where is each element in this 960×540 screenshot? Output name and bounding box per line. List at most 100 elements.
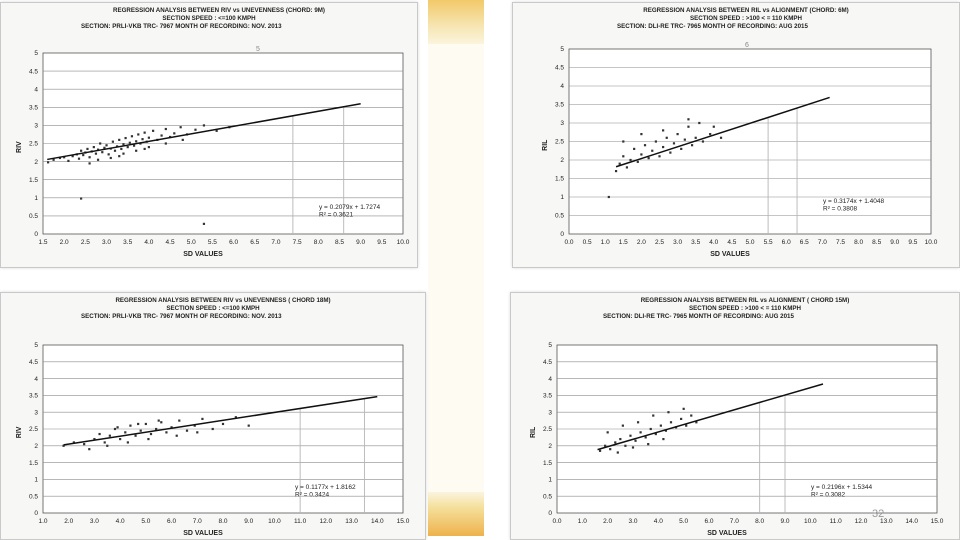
x-tick-label: 7.0 bbox=[730, 518, 739, 525]
data-point bbox=[683, 138, 686, 141]
y-axis-label: RIV bbox=[16, 141, 23, 153]
data-point bbox=[616, 451, 619, 454]
y-tick-label: 3.5 bbox=[543, 393, 552, 400]
data-point bbox=[46, 161, 50, 164]
data-point bbox=[137, 422, 140, 426]
data-point bbox=[624, 444, 627, 447]
chart-section: SECTION: PRLI-VKB TRC- 7967 MONTH OF REC… bbox=[81, 313, 282, 320]
data-point bbox=[105, 144, 108, 147]
y-tick-label: 2 bbox=[34, 159, 38, 166]
data-point bbox=[606, 431, 609, 434]
data-point bbox=[165, 431, 168, 434]
x-tick-label: 13.0 bbox=[880, 518, 893, 525]
x-tick-label: 3.0 bbox=[102, 239, 111, 246]
data-point bbox=[662, 129, 665, 132]
data-point bbox=[640, 133, 643, 136]
data-point bbox=[96, 158, 100, 161]
data-point bbox=[667, 411, 670, 414]
data-point bbox=[134, 434, 137, 437]
data-point bbox=[201, 417, 204, 421]
data-point bbox=[649, 427, 652, 431]
data-point bbox=[664, 429, 668, 432]
x-tick-label: 4.5 bbox=[727, 239, 736, 246]
chart-section: SECTION: DLI-RE TRC- 7965 MONTH OF RECOR… bbox=[617, 23, 808, 30]
x-tick-label: 5.5 bbox=[208, 239, 217, 246]
data-point bbox=[137, 133, 140, 136]
data-point bbox=[202, 124, 206, 127]
x-tick-label: 1.0 bbox=[578, 518, 587, 525]
data-point bbox=[665, 136, 668, 139]
x-tick-label: 3.0 bbox=[628, 518, 637, 525]
x-tick-label: 5.0 bbox=[187, 239, 196, 246]
data-point bbox=[202, 222, 206, 225]
data-point bbox=[86, 147, 89, 151]
x-tick-label: 7.0 bbox=[818, 239, 827, 246]
x-tick-label: 8.0 bbox=[755, 518, 764, 525]
scatter-plot: 0 0.5 1 1.5 2 2.5 3 3.5 4 4.5 5 1.0 2.0 3.0 4.0 5.0 6.0 7… bbox=[16, 342, 410, 537]
scatter-plot: 0 0.5 1 1.5 2 2.5 3 3.5 4 4.5 5 0.0 0.5 1.0 1.5 2.0 2.5 3… bbox=[542, 42, 938, 258]
x-tick-label: 1.0 bbox=[38, 518, 47, 525]
y-tick-label: 4 bbox=[34, 86, 38, 93]
y-tick-label: 1.5 bbox=[555, 176, 564, 183]
scatter-plot: 0 0.5 1 1.5 2 2.5 3 3.5 4 4.5 5 1.5 2.0 2.5 3.0 3.5 4.0 4… bbox=[16, 46, 410, 258]
chart-panel-riv-unevenness-18m: REGRESSION ANALYSIS BETWEEN RIV vs UNEVE… bbox=[0, 292, 426, 540]
data-point bbox=[132, 144, 136, 147]
data-point bbox=[141, 138, 144, 141]
data-point bbox=[682, 407, 685, 410]
x-tick-label: 2.5 bbox=[81, 239, 90, 246]
x-tick-label: 5.0 bbox=[745, 239, 754, 246]
data-point bbox=[643, 144, 647, 147]
data-point bbox=[124, 431, 127, 434]
data-point bbox=[690, 414, 693, 417]
y-tick-label: 3 bbox=[34, 409, 38, 416]
data-point bbox=[698, 121, 701, 125]
x-tick-label: 4.5 bbox=[166, 239, 175, 246]
chart-section: SECTION: DLI-RE TRC- 7965 MONTH OF RECOR… bbox=[603, 313, 794, 320]
data-point bbox=[701, 140, 705, 143]
y-tick-label: 3 bbox=[548, 409, 552, 416]
y-tick-label: 4.5 bbox=[555, 65, 564, 72]
chart-panel-ril-alignment-15m: REGRESSION ANALYSIS BETWEEN RIL vs ALIGN… bbox=[510, 292, 960, 540]
data-point bbox=[633, 147, 636, 150]
data-point bbox=[709, 133, 712, 136]
x-tick-label: 11.0 bbox=[294, 518, 307, 525]
r-squared: R² = 0.3082 bbox=[811, 492, 846, 499]
chart-header: REGRESSION ANALYSIS BETWEEN RIV vs UNEVE… bbox=[1, 7, 417, 31]
regression-equation: y = 0.3174x + 1.4048 bbox=[823, 198, 884, 205]
data-point bbox=[622, 155, 625, 158]
y-tick-label: 5 bbox=[548, 342, 552, 349]
trendline bbox=[597, 383, 824, 451]
data-point bbox=[687, 125, 690, 128]
y-tick-label: 1 bbox=[34, 477, 38, 484]
data-point bbox=[147, 146, 150, 149]
y-tick-label: 1 bbox=[34, 195, 38, 202]
y-tick-label: 4.5 bbox=[543, 359, 552, 366]
x-axis-label: SD VALUES bbox=[710, 251, 750, 258]
x-tick-label: 8.5 bbox=[335, 239, 344, 246]
data-point bbox=[609, 448, 612, 451]
data-point bbox=[63, 156, 66, 159]
y-tick-label: 3.5 bbox=[29, 105, 38, 112]
data-point bbox=[111, 140, 114, 143]
x-tick-label: 6.0 bbox=[167, 518, 176, 525]
data-point bbox=[614, 170, 618, 173]
chart-title: REGRESSION ANALYSIS BETWEEN RIV vs UNEVE… bbox=[115, 297, 331, 304]
data-point bbox=[672, 142, 676, 145]
chart-title: REGRESSION ANALYSIS BETWEEN RIL vs ALIGN… bbox=[643, 7, 849, 14]
data-point bbox=[139, 429, 142, 432]
x-tick-label: 3.5 bbox=[123, 239, 132, 246]
data-point bbox=[135, 149, 138, 152]
data-point bbox=[629, 434, 632, 437]
chart-speed: SECTION SPEED : <=100 KMPH bbox=[166, 305, 260, 312]
x-tick-label: 3.5 bbox=[691, 239, 700, 246]
y-tick-label: 1 bbox=[560, 194, 564, 201]
data-point bbox=[636, 160, 639, 163]
handwritten-mark: 5 bbox=[256, 46, 260, 53]
data-point bbox=[194, 128, 197, 131]
center-divider-strip bbox=[428, 44, 484, 492]
data-point bbox=[211, 427, 214, 431]
data-point bbox=[77, 157, 81, 160]
y-tick-label: 0.5 bbox=[29, 213, 38, 220]
data-point bbox=[107, 153, 110, 156]
handwritten-mark: 6 bbox=[745, 42, 749, 49]
